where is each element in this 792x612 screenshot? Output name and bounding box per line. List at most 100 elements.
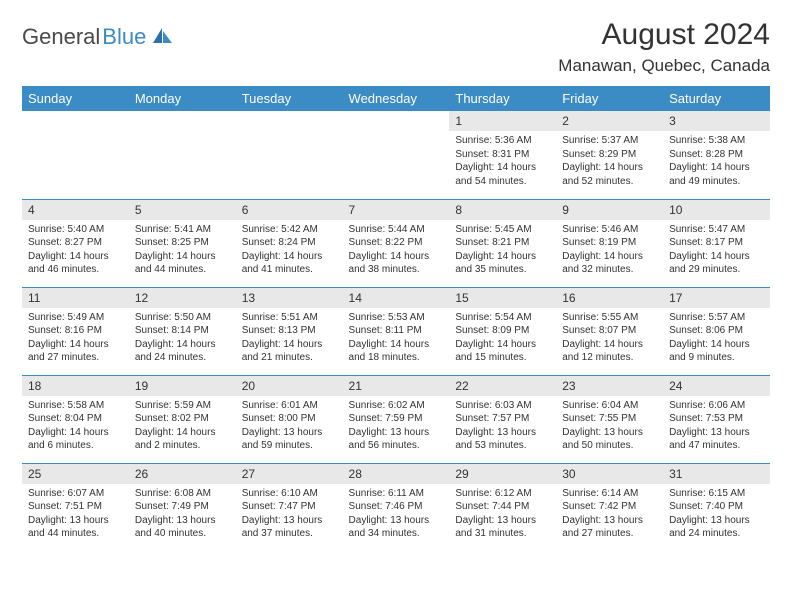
- col-tuesday: Tuesday: [236, 86, 343, 111]
- day-details: Sunrise: 6:10 AMSunset: 7:47 PMDaylight:…: [236, 484, 343, 545]
- sunrise-text: Sunrise: 6:08 AM: [135, 487, 230, 501]
- day-details: Sunrise: 6:02 AMSunset: 7:59 PMDaylight:…: [343, 396, 450, 457]
- day-number: 29: [449, 464, 556, 484]
- sunset-text: Sunset: 7:40 PM: [669, 500, 764, 514]
- daylight-text: Daylight: 14 hours and 24 minutes.: [135, 338, 230, 365]
- sunset-text: Sunset: 8:27 PM: [28, 236, 123, 250]
- day-details: Sunrise: 5:41 AMSunset: 8:25 PMDaylight:…: [129, 220, 236, 281]
- sunset-text: Sunset: 8:22 PM: [349, 236, 444, 250]
- sunrise-text: Sunrise: 5:55 AM: [562, 311, 657, 325]
- day-details: Sunrise: 5:54 AMSunset: 8:09 PMDaylight:…: [449, 308, 556, 369]
- calendar-day-cell: 6Sunrise: 5:42 AMSunset: 8:24 PMDaylight…: [236, 199, 343, 287]
- calendar-week-row: 11Sunrise: 5:49 AMSunset: 8:16 PMDayligh…: [22, 287, 770, 375]
- daylight-text: Daylight: 14 hours and 52 minutes.: [562, 161, 657, 188]
- daylight-text: Daylight: 13 hours and 53 minutes.: [455, 426, 550, 453]
- day-number: 12: [129, 288, 236, 308]
- sunrise-text: Sunrise: 5:54 AM: [455, 311, 550, 325]
- calendar-day-cell: [236, 111, 343, 199]
- day-number: 14: [343, 288, 450, 308]
- day-details: [343, 117, 450, 124]
- sunset-text: Sunset: 7:53 PM: [669, 412, 764, 426]
- day-number: 2: [556, 111, 663, 131]
- daylight-text: Daylight: 13 hours and 27 minutes.: [562, 514, 657, 541]
- calendar-day-cell: 31Sunrise: 6:15 AMSunset: 7:40 PMDayligh…: [663, 463, 770, 551]
- sunset-text: Sunset: 8:09 PM: [455, 324, 550, 338]
- sunset-text: Sunset: 8:06 PM: [669, 324, 764, 338]
- day-number: 31: [663, 464, 770, 484]
- day-details: Sunrise: 6:14 AMSunset: 7:42 PMDaylight:…: [556, 484, 663, 545]
- calendar-day-cell: 25Sunrise: 6:07 AMSunset: 7:51 PMDayligh…: [22, 463, 129, 551]
- brand-logo: GeneralBlue: [22, 18, 174, 50]
- day-number: 27: [236, 464, 343, 484]
- daylight-text: Daylight: 14 hours and 27 minutes.: [28, 338, 123, 365]
- day-details: Sunrise: 5:53 AMSunset: 8:11 PMDaylight:…: [343, 308, 450, 369]
- calendar-day-cell: [343, 111, 450, 199]
- daylight-text: Daylight: 14 hours and 35 minutes.: [455, 250, 550, 277]
- sunrise-text: Sunrise: 5:36 AM: [455, 134, 550, 148]
- day-details: [236, 117, 343, 124]
- day-number: 7: [343, 200, 450, 220]
- day-number: 5: [129, 200, 236, 220]
- sunset-text: Sunset: 8:16 PM: [28, 324, 123, 338]
- sunset-text: Sunset: 8:28 PM: [669, 148, 764, 162]
- daylight-text: Daylight: 13 hours and 44 minutes.: [28, 514, 123, 541]
- calendar-day-cell: 2Sunrise: 5:37 AMSunset: 8:29 PMDaylight…: [556, 111, 663, 199]
- day-details: Sunrise: 6:15 AMSunset: 7:40 PMDaylight:…: [663, 484, 770, 545]
- calendar-day-cell: 23Sunrise: 6:04 AMSunset: 7:55 PMDayligh…: [556, 375, 663, 463]
- sunrise-text: Sunrise: 5:44 AM: [349, 223, 444, 237]
- calendar-day-cell: 17Sunrise: 5:57 AMSunset: 8:06 PMDayligh…: [663, 287, 770, 375]
- daylight-text: Daylight: 14 hours and 9 minutes.: [669, 338, 764, 365]
- title-block: August 2024 Manawan, Quebec, Canada: [558, 18, 770, 76]
- daylight-text: Daylight: 14 hours and 46 minutes.: [28, 250, 123, 277]
- day-details: Sunrise: 5:58 AMSunset: 8:04 PMDaylight:…: [22, 396, 129, 457]
- daylight-text: Daylight: 13 hours and 56 minutes.: [349, 426, 444, 453]
- sunrise-text: Sunrise: 6:14 AM: [562, 487, 657, 501]
- day-details: Sunrise: 5:46 AMSunset: 8:19 PMDaylight:…: [556, 220, 663, 281]
- calendar-day-cell: 28Sunrise: 6:11 AMSunset: 7:46 PMDayligh…: [343, 463, 450, 551]
- calendar-table: Sunday Monday Tuesday Wednesday Thursday…: [22, 86, 770, 551]
- calendar-week-row: 25Sunrise: 6:07 AMSunset: 7:51 PMDayligh…: [22, 463, 770, 551]
- daylight-text: Daylight: 13 hours and 24 minutes.: [669, 514, 764, 541]
- sunrise-text: Sunrise: 6:11 AM: [349, 487, 444, 501]
- day-number: 1: [449, 111, 556, 131]
- calendar-day-cell: 3Sunrise: 5:38 AMSunset: 8:28 PMDaylight…: [663, 111, 770, 199]
- sunrise-text: Sunrise: 5:38 AM: [669, 134, 764, 148]
- sunrise-text: Sunrise: 6:02 AM: [349, 399, 444, 413]
- sunset-text: Sunset: 8:07 PM: [562, 324, 657, 338]
- location-text: Manawan, Quebec, Canada: [558, 56, 770, 76]
- day-details: [22, 117, 129, 124]
- daylight-text: Daylight: 13 hours and 50 minutes.: [562, 426, 657, 453]
- sunrise-text: Sunrise: 6:12 AM: [455, 487, 550, 501]
- calendar-day-cell: 8Sunrise: 5:45 AMSunset: 8:21 PMDaylight…: [449, 199, 556, 287]
- sunrise-text: Sunrise: 5:49 AM: [28, 311, 123, 325]
- calendar-day-cell: 27Sunrise: 6:10 AMSunset: 7:47 PMDayligh…: [236, 463, 343, 551]
- sunset-text: Sunset: 8:11 PM: [349, 324, 444, 338]
- day-number: 20: [236, 376, 343, 396]
- col-friday: Friday: [556, 86, 663, 111]
- calendar-day-cell: 1Sunrise: 5:36 AMSunset: 8:31 PMDaylight…: [449, 111, 556, 199]
- day-number: 10: [663, 200, 770, 220]
- sunset-text: Sunset: 8:00 PM: [242, 412, 337, 426]
- daylight-text: Daylight: 14 hours and 12 minutes.: [562, 338, 657, 365]
- day-header-row: Sunday Monday Tuesday Wednesday Thursday…: [22, 86, 770, 111]
- sunset-text: Sunset: 8:21 PM: [455, 236, 550, 250]
- sunset-text: Sunset: 7:42 PM: [562, 500, 657, 514]
- day-details: Sunrise: 5:42 AMSunset: 8:24 PMDaylight:…: [236, 220, 343, 281]
- day-number: 11: [22, 288, 129, 308]
- sunset-text: Sunset: 8:17 PM: [669, 236, 764, 250]
- daylight-text: Daylight: 13 hours and 40 minutes.: [135, 514, 230, 541]
- page-header: GeneralBlue August 2024 Manawan, Quebec,…: [22, 18, 770, 76]
- calendar-day-cell: 20Sunrise: 6:01 AMSunset: 8:00 PMDayligh…: [236, 375, 343, 463]
- daylight-text: Daylight: 14 hours and 49 minutes.: [669, 161, 764, 188]
- sunset-text: Sunset: 7:55 PM: [562, 412, 657, 426]
- daylight-text: Daylight: 14 hours and 32 minutes.: [562, 250, 657, 277]
- calendar-day-cell: [22, 111, 129, 199]
- daylight-text: Daylight: 13 hours and 37 minutes.: [242, 514, 337, 541]
- sunset-text: Sunset: 7:44 PM: [455, 500, 550, 514]
- sunrise-text: Sunrise: 5:53 AM: [349, 311, 444, 325]
- day-number: 6: [236, 200, 343, 220]
- sunrise-text: Sunrise: 6:10 AM: [242, 487, 337, 501]
- day-details: Sunrise: 5:37 AMSunset: 8:29 PMDaylight:…: [556, 131, 663, 192]
- calendar-week-row: 4Sunrise: 5:40 AMSunset: 8:27 PMDaylight…: [22, 199, 770, 287]
- sunrise-text: Sunrise: 6:03 AM: [455, 399, 550, 413]
